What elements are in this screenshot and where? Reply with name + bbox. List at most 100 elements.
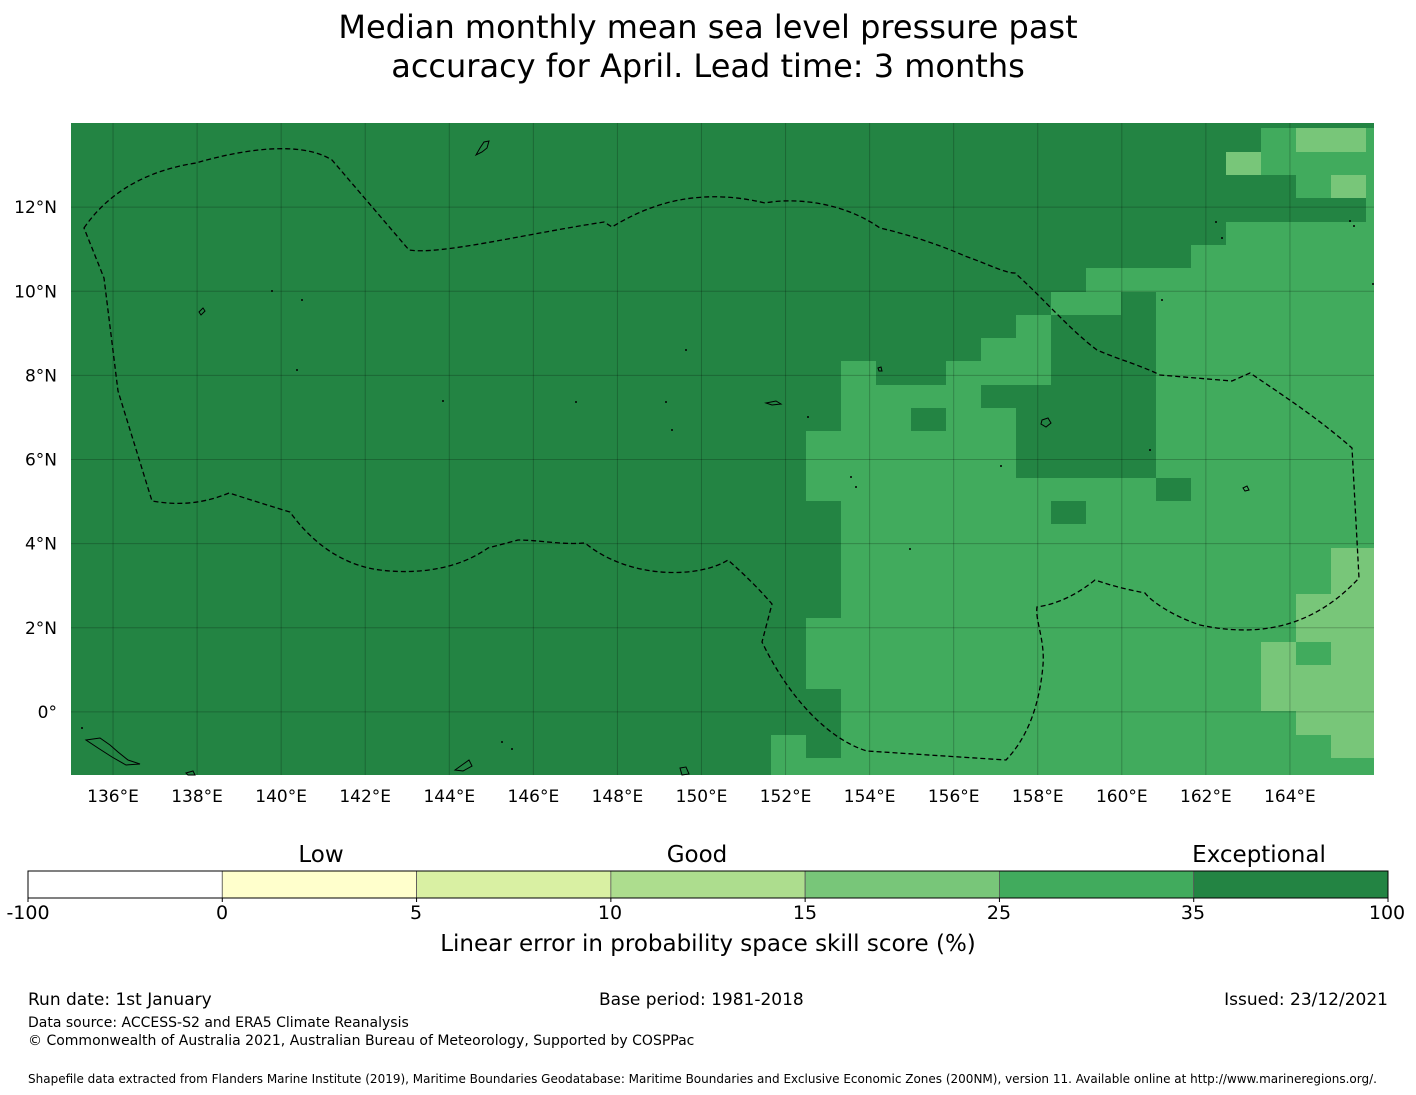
skill-cell (1296, 711, 1374, 735)
island-dot (501, 741, 503, 743)
colorbar-tick-label: 10 (597, 902, 623, 924)
island-dot (1349, 220, 1351, 222)
longitude-tick-label: 136°E (87, 787, 139, 807)
island-dot (665, 401, 667, 403)
skill-cell (911, 408, 946, 431)
copyright-notice: © Commonwealth of Australia 2021, Austra… (28, 1033, 695, 1049)
island-dot (807, 416, 809, 418)
latitude-tick-labels: 12°N 10°N 8°N 6°N 4°N 2°N 0° (14, 198, 57, 723)
island-dot (81, 727, 83, 729)
island-dot (671, 429, 673, 431)
data-source: Data source: ACCESS-S2 and ERA5 Climate … (28, 1015, 409, 1031)
skill-cell (1296, 594, 1374, 642)
skill-cell (1296, 128, 1366, 152)
issued-date: Issued: 23/12/2021 (1224, 990, 1388, 1010)
island-outline (764, 400, 783, 406)
island-outline (185, 770, 196, 776)
longitude-tick-label: 142°E (339, 787, 391, 807)
island-outline (679, 766, 690, 776)
island-dot (575, 401, 577, 403)
island-dot (685, 349, 687, 351)
category-label-good: Good (666, 842, 728, 868)
island-outline (84, 737, 141, 766)
longitude-tick-label: 144°E (423, 787, 475, 807)
colorbar-tick-label: 15 (792, 902, 818, 924)
colorbar-bin (999, 870, 1195, 899)
skill-cell (1121, 292, 1156, 315)
shapefile-credit: Shapefile data extracted from Flanders M… (28, 1072, 1377, 1086)
island-dot (1161, 299, 1163, 301)
longitude-tick-label: 164°E (1264, 787, 1316, 807)
skill-cell (806, 735, 841, 758)
skill-cell (1296, 642, 1331, 665)
island-dot (855, 486, 857, 488)
skill-cell (1016, 408, 1156, 478)
island-dot (1372, 283, 1374, 285)
island-outline (474, 140, 490, 157)
skill-cell (1226, 152, 1261, 175)
skill-cell (1331, 175, 1366, 198)
latitude-tick-label: 8°N (25, 366, 57, 386)
coastlines (81, 140, 1374, 776)
skill-cell (911, 361, 946, 385)
longitude-tick-label: 146°E (508, 787, 560, 807)
skill-cell (1156, 478, 1191, 501)
run-date: Run date: 1st January (28, 990, 212, 1010)
island-dot (301, 299, 303, 301)
island-dot (1000, 465, 1002, 467)
colorbar-bin (804, 870, 1000, 899)
island-outline (877, 366, 883, 372)
longitude-tick-label: 150°E (676, 787, 728, 807)
colorbar-tick-label: 25 (986, 902, 1012, 924)
colorbar (27, 870, 1389, 902)
colorbar-bin (27, 870, 223, 899)
colorbar-outline (27, 870, 1389, 899)
skill-score-grid (71, 123, 1374, 775)
skill-cell (1051, 315, 1156, 385)
longitude-tick-label: 140°E (255, 787, 307, 807)
colorbar-axis-label: Linear error in probability space skill … (440, 931, 976, 957)
latitude-tick-label: 6°N (25, 451, 57, 471)
island-dot (271, 290, 273, 292)
longitude-tick-label: 156°E (928, 787, 980, 807)
longitude-tick-labels: 136°E 138°E 140°E 142°E 144°E 146°E 148°E 150°E… (87, 787, 1316, 807)
skill-cell (981, 385, 1156, 408)
colorbar-tick-label: -100 (6, 902, 50, 924)
latitude-tick-label: 2°N (25, 619, 57, 639)
island-dot (1149, 449, 1151, 451)
island-dot (909, 548, 911, 550)
chart-title-line-2: accuracy for April. Lead time: 3 months (391, 47, 1025, 85)
latitude-tick-label: 4°N (25, 535, 57, 555)
colorbar-tick-label: 100 (1368, 902, 1406, 924)
longitude-tick-label: 138°E (171, 787, 223, 807)
island-dot (511, 748, 513, 750)
latitude-tick-label: 0° (38, 703, 57, 723)
skill-cell (1296, 735, 1331, 758)
island-outline (198, 307, 206, 316)
colorbar-tick-label: 35 (1180, 902, 1206, 924)
chart-title-line-1: Median monthly mean sea level pressure p… (338, 8, 1078, 46)
colorbar-bin (610, 870, 806, 899)
longitude-tick-label: 148°E (592, 787, 644, 807)
longitude-tick-label: 158°E (1012, 787, 1064, 807)
island-dot (1353, 225, 1355, 227)
colorbar-tick-label: 5 (409, 902, 423, 924)
colorbar-bin (221, 870, 417, 899)
skill-cell (1331, 548, 1374, 594)
colorbar-bin (416, 870, 612, 899)
graticule (71, 123, 1374, 775)
island-outline (1242, 485, 1250, 492)
island-dot (296, 369, 298, 371)
island-dot (1221, 237, 1223, 239)
latitude-tick-label: 12°N (14, 198, 57, 218)
eez-boundary (83, 148, 1360, 761)
colorbar-bin (1193, 870, 1389, 899)
island-dot (1215, 221, 1217, 223)
longitude-tick-label: 152°E (760, 787, 812, 807)
colorbar-tick-label: 0 (215, 902, 229, 924)
island-dot (442, 400, 444, 402)
skill-cell (1051, 501, 1086, 524)
longitude-tick-label: 160°E (1096, 787, 1148, 807)
island-outline (1040, 417, 1052, 428)
